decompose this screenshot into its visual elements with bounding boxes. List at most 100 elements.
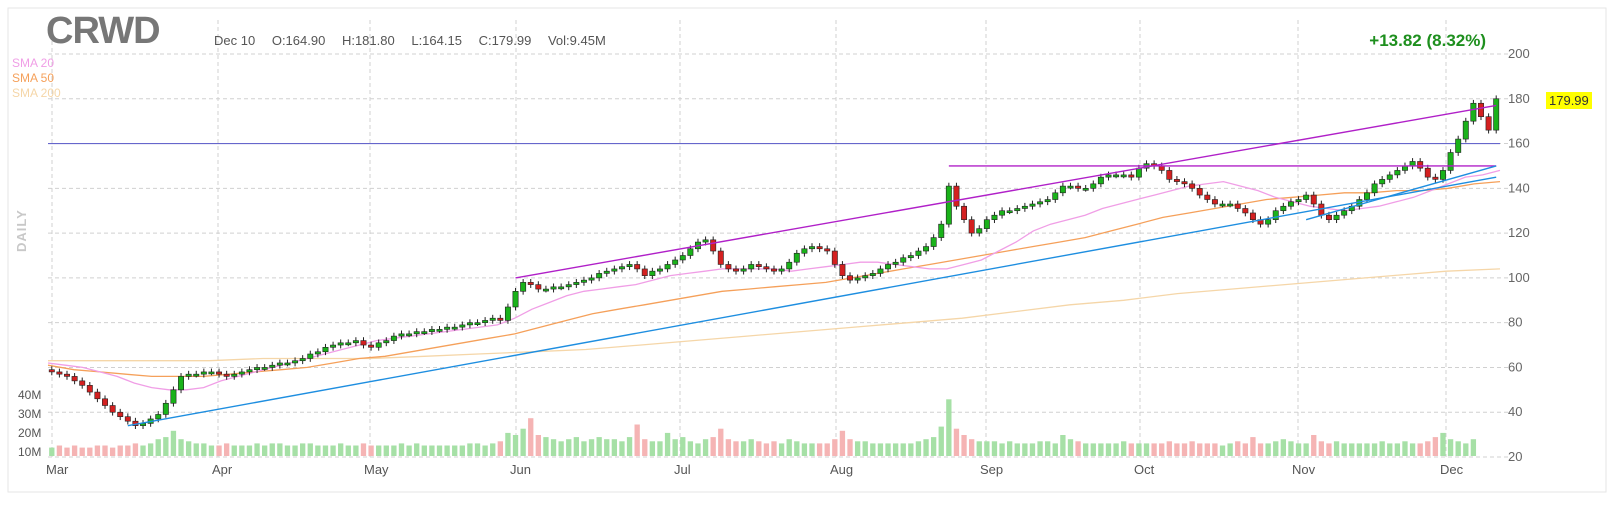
volume-bar <box>733 441 739 456</box>
candle-body <box>611 268 618 272</box>
candle-body <box>717 250 724 265</box>
candle-body <box>831 250 838 265</box>
volume-tick-40m: 40M <box>18 388 42 402</box>
candle-body <box>109 405 116 413</box>
volume-bar <box>109 447 116 456</box>
candle-body <box>155 414 162 420</box>
volume-bar <box>223 443 230 456</box>
volume-bar <box>1090 443 1096 456</box>
volume-bar <box>1181 443 1188 456</box>
candle-body <box>162 402 169 415</box>
candle-body <box>1181 181 1188 185</box>
volume-bar <box>1151 443 1157 456</box>
volume-bar <box>1257 443 1264 456</box>
candle-body <box>816 246 823 250</box>
candle-body <box>1105 174 1112 178</box>
volume-bar <box>968 439 975 456</box>
volume-bar <box>315 445 321 456</box>
candle-body <box>1227 203 1234 207</box>
candle-body <box>86 385 93 393</box>
candle-body <box>1014 208 1021 212</box>
candle-body <box>444 326 451 330</box>
volume-bar <box>847 439 853 456</box>
volume-bar <box>102 445 108 456</box>
candle-body <box>953 185 960 207</box>
volume-bar <box>170 430 177 456</box>
volume-tick-30m: 30M <box>18 407 42 421</box>
sma50-label: SMA 50 <box>12 71 55 85</box>
candle-body <box>1029 203 1036 207</box>
candle-body <box>1128 174 1135 178</box>
candle-body <box>565 284 572 288</box>
volume-value: Vol:9.45M <box>547 33 606 48</box>
candle-body <box>596 273 603 279</box>
volume-bar <box>338 443 344 456</box>
candle-body <box>200 371 207 375</box>
candle-body <box>413 331 420 335</box>
candle-body <box>390 335 397 341</box>
volume-bar <box>718 428 724 456</box>
volume-bar <box>535 435 541 456</box>
candle-body <box>877 268 884 274</box>
volume-bar <box>725 439 732 456</box>
candle-body <box>573 282 580 285</box>
volume-bar <box>550 439 557 456</box>
candle-body <box>1272 210 1279 220</box>
candle-body <box>48 369 55 373</box>
candle-body <box>1432 176 1439 180</box>
volume-bar <box>604 439 610 456</box>
price-change: +13.82 (8.32%) <box>1369 31 1486 50</box>
volume-bar <box>1402 441 1408 456</box>
candle-body <box>1196 188 1203 196</box>
volume-bar <box>1417 443 1423 456</box>
candle-body <box>558 286 565 290</box>
volume-bar <box>1212 443 1218 456</box>
volume-bar <box>756 441 762 456</box>
candle-body <box>1249 212 1256 220</box>
volume-bar <box>383 445 389 456</box>
candle-body <box>459 324 466 328</box>
volume-bar <box>1235 441 1241 456</box>
candle-body <box>755 264 762 267</box>
volume-bar <box>984 441 990 456</box>
volume-bar <box>322 445 329 456</box>
candle-body <box>1219 203 1226 207</box>
candle-body <box>193 373 200 377</box>
volume-bar <box>345 445 351 456</box>
volume-bar <box>1318 441 1325 456</box>
candle-body <box>786 261 793 270</box>
x-tick-label: Sep <box>980 462 1003 477</box>
volume-bar <box>254 443 260 456</box>
sma-legend: SMA 20 SMA 50 SMA 200 <box>12 56 61 101</box>
volume-bar <box>261 445 268 456</box>
candle-body <box>276 362 283 366</box>
volume-bar <box>71 445 78 456</box>
volume-bar <box>1022 443 1028 456</box>
y-tick-label: 20 <box>1508 449 1522 464</box>
candle-body <box>1470 102 1477 122</box>
volume-bar <box>566 439 572 456</box>
volume-bar <box>429 445 435 456</box>
candle-body <box>542 288 549 292</box>
volume-bar <box>353 445 359 456</box>
candle-body <box>284 362 291 366</box>
candle-body <box>466 322 473 326</box>
volume-bar <box>664 432 671 456</box>
candle-body <box>360 340 367 346</box>
candle-body <box>1333 214 1340 220</box>
y-tick-label: 200 <box>1508 46 1530 61</box>
candle-body <box>976 228 983 234</box>
candle-body <box>771 268 777 272</box>
volume-bar <box>619 441 625 456</box>
volume-bar <box>999 443 1005 456</box>
candle-body <box>170 389 177 404</box>
candle-body <box>352 340 359 344</box>
candle-body <box>961 205 968 220</box>
volume-bar <box>1098 443 1104 456</box>
volume-tick-20m: 20M <box>18 426 42 440</box>
candle-body <box>497 317 504 321</box>
y-tick-label: 160 <box>1508 136 1530 151</box>
candle-body <box>1059 185 1066 194</box>
x-tick-label: Aug <box>830 462 853 477</box>
